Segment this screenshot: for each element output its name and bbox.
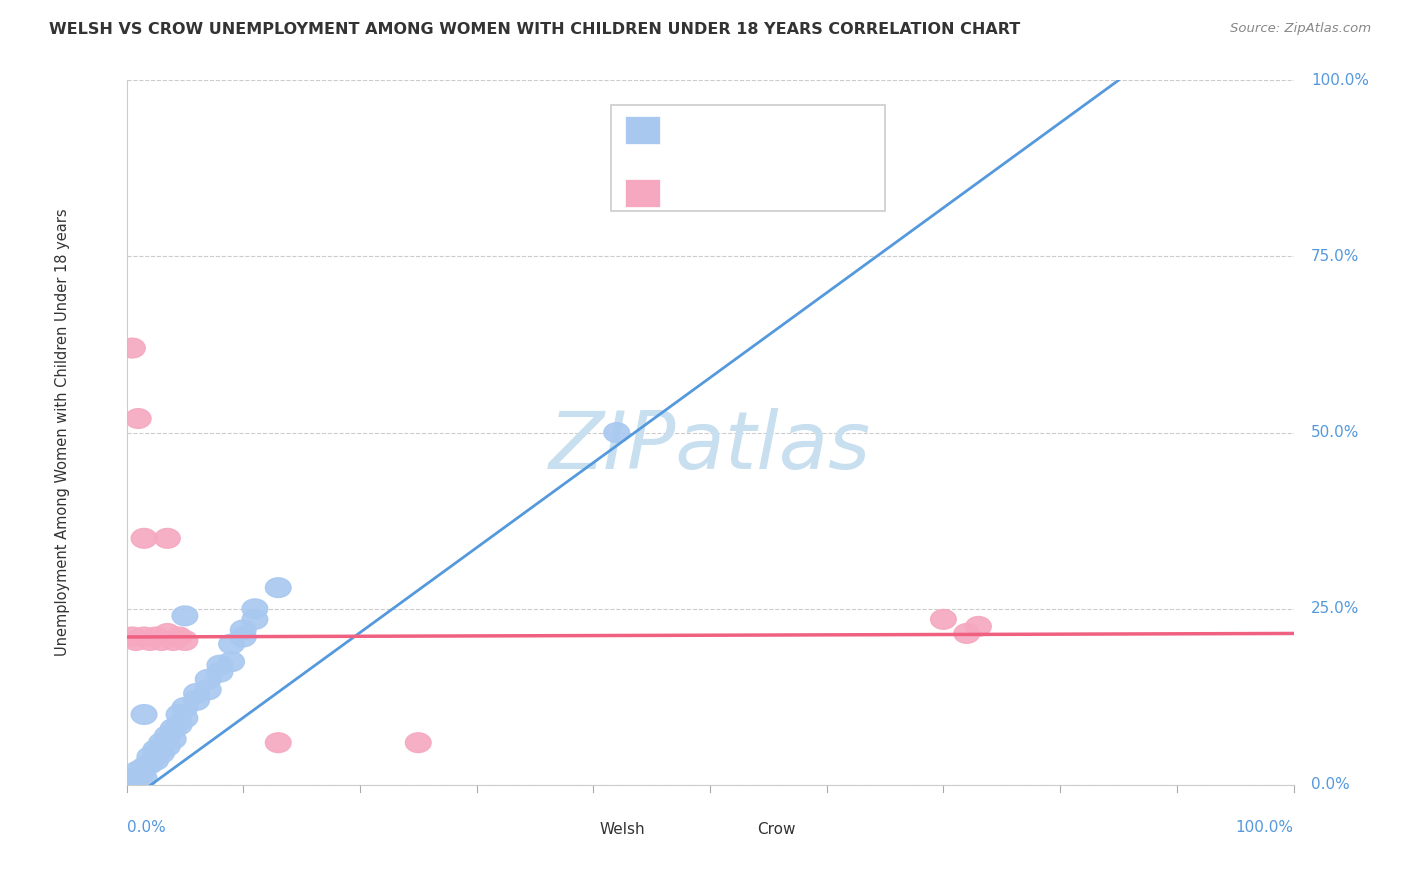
Ellipse shape	[207, 656, 233, 675]
Text: WELSH VS CROW UNEMPLOYMENT AMONG WOMEN WITH CHILDREN UNDER 18 YEARS CORRELATION : WELSH VS CROW UNEMPLOYMENT AMONG WOMEN W…	[49, 22, 1021, 37]
Ellipse shape	[131, 768, 157, 788]
Text: R = 0.792   N = 38: R = 0.792 N = 38	[675, 120, 845, 138]
Ellipse shape	[149, 733, 174, 753]
Text: 0.0%: 0.0%	[1310, 778, 1350, 792]
Ellipse shape	[149, 743, 174, 764]
Ellipse shape	[120, 338, 145, 358]
Ellipse shape	[172, 698, 198, 717]
Ellipse shape	[143, 627, 169, 647]
Ellipse shape	[143, 739, 169, 760]
Text: 50.0%: 50.0%	[1310, 425, 1360, 440]
Ellipse shape	[114, 775, 139, 795]
FancyBboxPatch shape	[624, 179, 659, 207]
Ellipse shape	[160, 730, 186, 749]
Ellipse shape	[172, 606, 198, 625]
Ellipse shape	[172, 708, 198, 728]
FancyBboxPatch shape	[610, 105, 886, 211]
Ellipse shape	[231, 627, 256, 647]
Ellipse shape	[155, 726, 180, 746]
Ellipse shape	[131, 705, 157, 724]
FancyBboxPatch shape	[558, 817, 591, 841]
Ellipse shape	[136, 631, 163, 650]
Ellipse shape	[120, 627, 145, 647]
Ellipse shape	[131, 528, 157, 549]
Text: ZIPatlas: ZIPatlas	[548, 408, 872, 486]
Ellipse shape	[125, 409, 150, 428]
Ellipse shape	[166, 627, 191, 647]
Ellipse shape	[155, 528, 180, 549]
Ellipse shape	[155, 624, 180, 643]
Ellipse shape	[124, 768, 149, 788]
Ellipse shape	[266, 733, 291, 753]
Ellipse shape	[172, 631, 198, 650]
Ellipse shape	[149, 631, 174, 650]
Ellipse shape	[266, 578, 291, 598]
Ellipse shape	[953, 624, 980, 643]
Ellipse shape	[242, 599, 267, 619]
Ellipse shape	[143, 750, 169, 770]
Ellipse shape	[166, 715, 191, 735]
Ellipse shape	[184, 690, 209, 710]
Ellipse shape	[603, 423, 630, 442]
Ellipse shape	[231, 620, 256, 640]
Ellipse shape	[242, 609, 267, 629]
Ellipse shape	[195, 669, 221, 690]
Ellipse shape	[125, 761, 150, 780]
Ellipse shape	[136, 754, 163, 773]
Text: Source: ZipAtlas.com: Source: ZipAtlas.com	[1230, 22, 1371, 36]
Ellipse shape	[195, 680, 221, 699]
Text: Welsh: Welsh	[599, 822, 645, 837]
Ellipse shape	[160, 719, 186, 739]
Text: 25.0%: 25.0%	[1310, 601, 1360, 616]
Ellipse shape	[124, 631, 149, 650]
FancyBboxPatch shape	[716, 817, 748, 841]
Ellipse shape	[207, 663, 233, 682]
Ellipse shape	[120, 775, 145, 795]
Ellipse shape	[184, 683, 209, 703]
Ellipse shape	[966, 616, 991, 636]
Ellipse shape	[131, 627, 157, 647]
Text: 0.0%: 0.0%	[127, 821, 166, 835]
Ellipse shape	[219, 652, 245, 672]
Ellipse shape	[160, 631, 186, 650]
Ellipse shape	[128, 764, 153, 784]
Text: 75.0%: 75.0%	[1310, 249, 1360, 264]
Ellipse shape	[166, 705, 191, 724]
Ellipse shape	[931, 609, 956, 629]
FancyBboxPatch shape	[624, 116, 659, 144]
Text: R = 0.006   N = 19: R = 0.006 N = 19	[675, 184, 845, 202]
Ellipse shape	[114, 772, 139, 791]
Text: Crow: Crow	[756, 822, 796, 837]
Ellipse shape	[219, 634, 245, 654]
Ellipse shape	[405, 733, 432, 753]
Ellipse shape	[131, 757, 157, 777]
Text: 100.0%: 100.0%	[1310, 73, 1369, 87]
Ellipse shape	[155, 736, 180, 756]
Text: Unemployment Among Women with Children Under 18 years: Unemployment Among Women with Children U…	[55, 209, 70, 657]
Text: 100.0%: 100.0%	[1236, 821, 1294, 835]
Ellipse shape	[136, 747, 163, 766]
